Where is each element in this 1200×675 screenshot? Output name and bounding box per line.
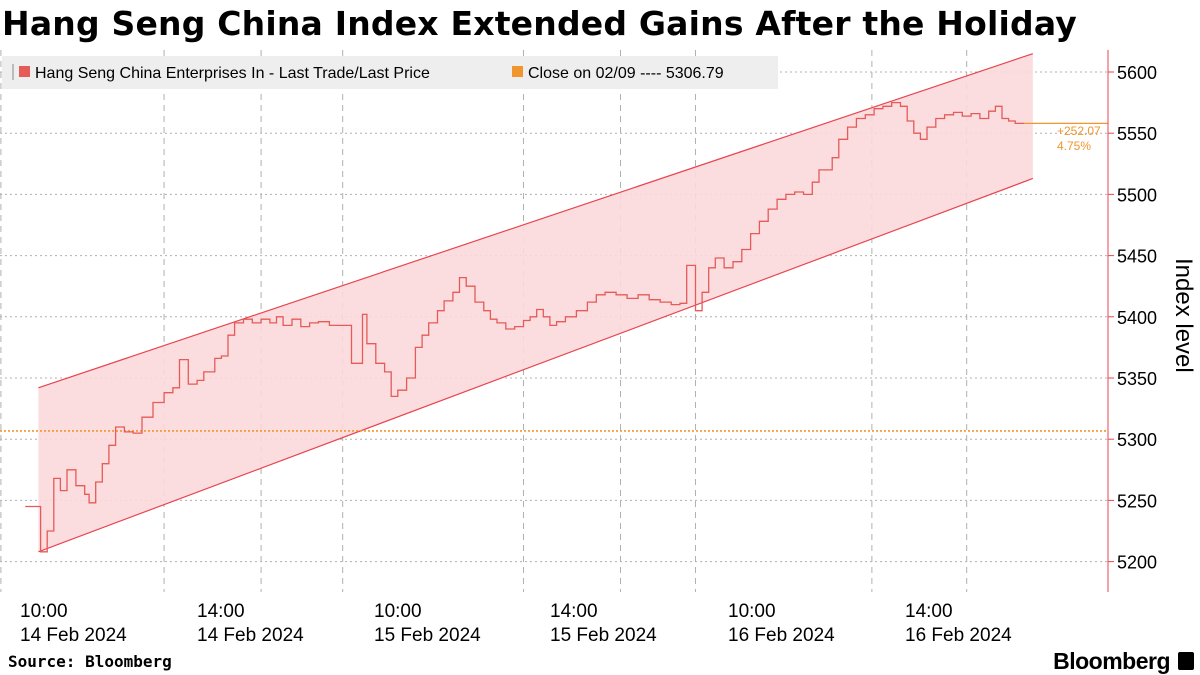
y-tick-label: 5250: [1117, 491, 1157, 511]
y-tick-label: 5550: [1117, 124, 1157, 144]
y-axis: 5200 5250 5300 5350 5400 5450 5500 5550 5600: [1107, 50, 1157, 592]
trend-channel-fill: [38, 53, 1033, 552]
bloomberg-logo: Bloomberg: [1053, 648, 1170, 674]
y-tick-label: 5300: [1117, 430, 1157, 450]
legend-series-label: Hang Seng China Enterprises In - Last Tr…: [35, 65, 430, 82]
y-tick-label: 5500: [1117, 185, 1157, 205]
y-axis-title: Index level: [1170, 258, 1197, 373]
legend-close-icon: [512, 66, 523, 77]
x-tick-date-label: 15 Feb 2024: [550, 625, 657, 646]
change-percent-annotation: 4.75%: [1057, 139, 1091, 153]
legend-series-icon: [19, 66, 30, 77]
x-tick-time-label: 10:00: [374, 601, 422, 622]
x-tick-time-label: 10:00: [20, 601, 68, 622]
chart-title: Hang Seng China Index Extended Gains Aft…: [2, 4, 1078, 43]
legend: Hang Seng China Enterprises In - Last Tr…: [2, 56, 778, 89]
x-tick-date-label: 15 Feb 2024: [374, 625, 481, 646]
x-tick-date-label: 16 Feb 2024: [905, 625, 1012, 646]
x-tick-date-label: 14 Feb 2024: [197, 625, 304, 646]
x-tick-time-label: 14:00: [905, 601, 953, 622]
x-axis-labels: 10:00 14 Feb 2024 14:00 14 Feb 2024 10:00 15 …: [20, 601, 1012, 646]
x-tick-time-label: 10:00: [728, 601, 776, 622]
legend-close-label: Close on 02/09 ---- 5306.79: [528, 65, 724, 82]
change-annotation: +252.07: [1057, 124, 1101, 138]
source-note: Source: Bloomberg: [8, 652, 172, 671]
y-tick-label: 5450: [1117, 247, 1157, 267]
bloomberg-mark-icon: [1178, 652, 1194, 670]
y-tick-label: 5400: [1117, 308, 1157, 328]
x-tick-date-label: 16 Feb 2024: [728, 625, 835, 646]
trend-channel-upper: [38, 53, 1034, 389]
y-tick-label: 5600: [1117, 63, 1157, 83]
x-tick-time-label: 14:00: [550, 601, 598, 622]
y-tick-label: 5200: [1117, 553, 1157, 573]
price-series-line: [25, 101, 1024, 553]
y-tick-label: 5350: [1117, 369, 1157, 389]
legend-background: [2, 56, 778, 89]
trend-channel-lower: [38, 177, 1034, 553]
x-tick-time-label: 14:00: [197, 601, 245, 622]
x-tick-date-label: 14 Feb 2024: [20, 625, 127, 646]
